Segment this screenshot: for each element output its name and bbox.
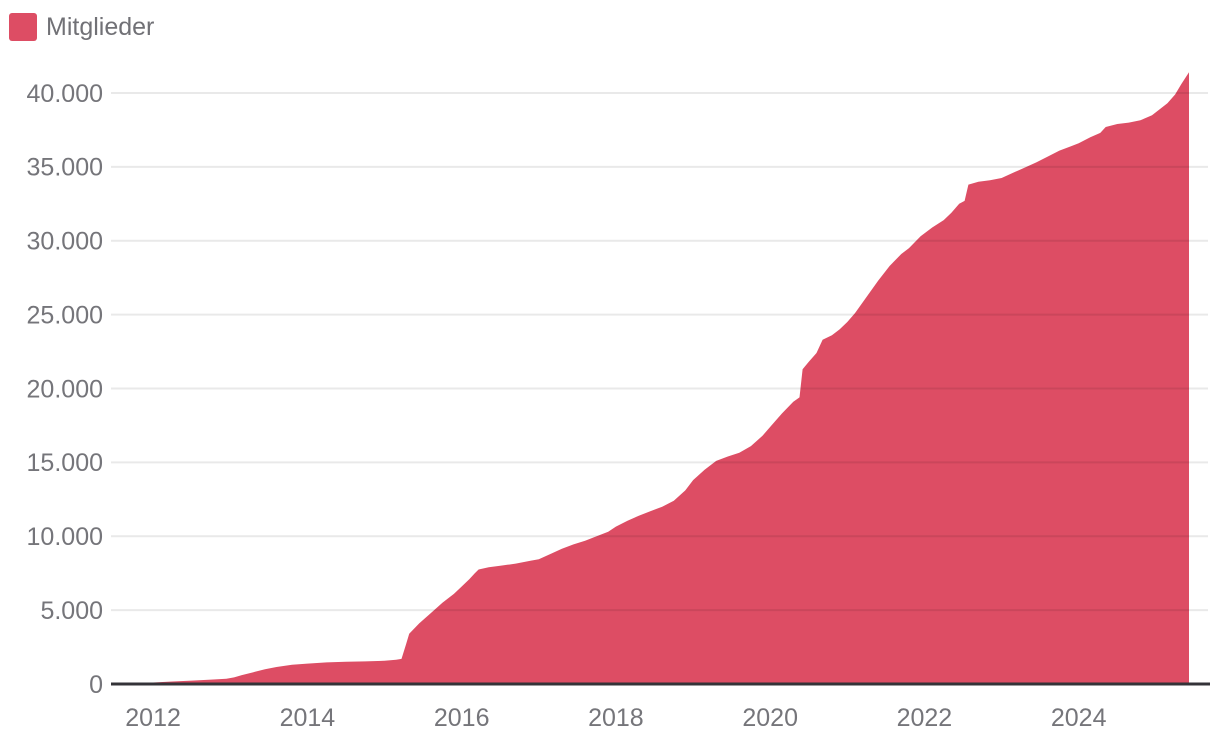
x-axis-label: 2012 xyxy=(125,704,181,732)
y-axis-label: 20.000 xyxy=(27,375,103,403)
x-axis-label: 2024 xyxy=(1051,704,1107,732)
y-axis-label: 25.000 xyxy=(27,301,103,329)
area-series-mitglieder xyxy=(130,72,1189,685)
y-axis-label: 15.000 xyxy=(27,449,103,477)
x-axis-label: 2020 xyxy=(742,704,798,732)
y-axis-label: 0 xyxy=(89,671,103,699)
x-axis-label: 2016 xyxy=(434,704,490,732)
legend-label: Mitglieder xyxy=(46,13,155,41)
y-axis-label: 10.000 xyxy=(27,523,103,551)
x-axis-label: 2014 xyxy=(280,704,336,732)
y-axis-label: 5.000 xyxy=(40,597,103,625)
y-axis-label: 35.000 xyxy=(27,154,103,182)
y-axis-label: 30.000 xyxy=(27,228,103,256)
legend-item-mitglieder[interactable]: Mitglieder xyxy=(9,13,154,41)
y-axis-label: 40.000 xyxy=(27,80,103,108)
x-axis-label: 2018 xyxy=(588,704,644,732)
x-axis-line xyxy=(111,682,1210,686)
legend-swatch-icon xyxy=(9,13,37,41)
x-axis-label: 2022 xyxy=(897,704,953,732)
legend: Mitglieder xyxy=(9,13,154,41)
